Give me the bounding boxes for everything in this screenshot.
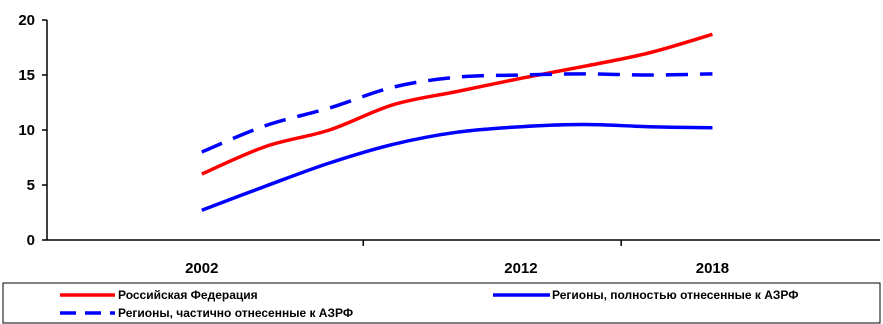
y-axis-ticks: 0 5 10 15 20 bbox=[18, 12, 47, 249]
series-fully-azrf-regions bbox=[201, 122, 713, 212]
y-tick-label: 20 bbox=[18, 12, 35, 29]
x-tick-label: 2018 bbox=[696, 260, 729, 277]
y-tick-label: 10 bbox=[18, 122, 35, 139]
series-russian-federation bbox=[201, 32, 713, 176]
y-tick-label: 0 bbox=[27, 232, 35, 249]
y-tick-label: 5 bbox=[27, 177, 35, 194]
x-tick-label: 2012 bbox=[504, 260, 537, 277]
legend-label-partially-azrf-regions: Регионы, частично отнесенные к АЗРФ bbox=[118, 306, 353, 320]
legend-label-fully-azrf-regions: Регионы, полностью отнесенные к АЗРФ bbox=[552, 288, 798, 302]
legend-frame bbox=[2, 282, 881, 324]
x-axis-ticks: 2002 2012 2018 bbox=[185, 240, 729, 277]
legend-label-russian-federation: Российская Федерация bbox=[118, 288, 258, 302]
plot-area: 0 5 10 15 20 2002 2012 2018 bbox=[18, 12, 880, 277]
x-tick-label: 2002 bbox=[185, 260, 218, 277]
legend: Российская Федерация Регионы, полностью … bbox=[2, 282, 881, 324]
series-partially-azrf-regions bbox=[201, 72, 713, 154]
series-lines bbox=[201, 32, 713, 212]
y-tick-label: 15 bbox=[18, 67, 35, 84]
